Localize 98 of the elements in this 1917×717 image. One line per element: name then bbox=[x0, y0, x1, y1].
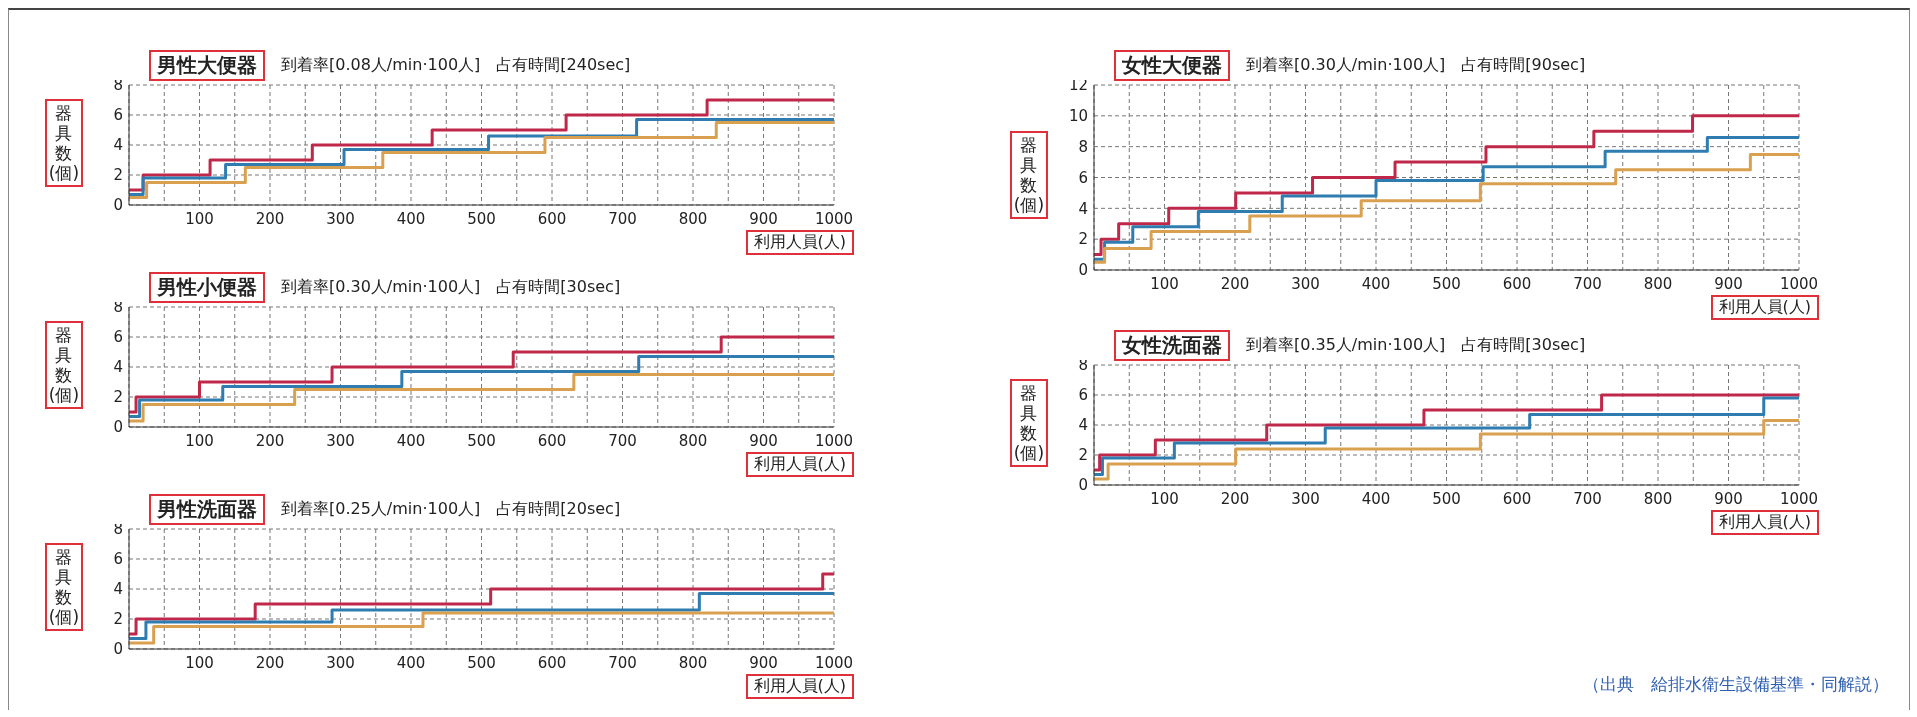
x-tick-label: 800 bbox=[678, 431, 708, 450]
chart-title: 女性洗面器 bbox=[1114, 329, 1230, 361]
x-tick-label: 600 bbox=[537, 653, 567, 672]
y-tick-label: 8 bbox=[113, 520, 123, 539]
y-axis-title: 器具数(個) bbox=[44, 542, 84, 631]
y-tick-label: 4 bbox=[113, 136, 123, 155]
chart-title: 女性大便器 bbox=[1114, 49, 1230, 81]
x-tick-label: 900 bbox=[749, 209, 778, 228]
text: （出典 給排水衛生設備基準・同解説） bbox=[1583, 673, 1889, 696]
x-tick-label: 200 bbox=[255, 431, 285, 450]
x-tick-label: 1000 bbox=[814, 653, 854, 672]
y-tick-label: 2 bbox=[113, 388, 123, 407]
chart-title: 男性洗面器 bbox=[149, 493, 265, 525]
x-tick-label: 800 bbox=[678, 653, 708, 672]
y-tick-label: 6 bbox=[1078, 168, 1088, 187]
x-tick-label: 900 bbox=[749, 431, 778, 450]
chart-subtitle: 到着率[0.35人/min·100人] 占有時間[30sec] bbox=[1246, 334, 1586, 356]
y-tick-label: 4 bbox=[1078, 199, 1088, 218]
x-tick-label: 700 bbox=[1573, 274, 1602, 293]
x-tick-label: 1000 bbox=[814, 431, 854, 450]
y-axis-title: 器具数(個) bbox=[44, 98, 84, 187]
y-tick-label: 6 bbox=[113, 328, 123, 347]
y-tick-label: 8 bbox=[1078, 356, 1088, 375]
y-tick-label: 8 bbox=[1078, 137, 1088, 156]
y-tick-label: 0 bbox=[113, 196, 123, 215]
x-tick-label: 500 bbox=[1432, 274, 1461, 293]
y-tick-label: 4 bbox=[1078, 416, 1088, 435]
y-axis-title: 器具数(個) bbox=[44, 320, 84, 409]
x-tick-label: 100 bbox=[185, 209, 214, 228]
x-tick-label: 700 bbox=[608, 209, 637, 228]
y-tick-label: 0 bbox=[113, 418, 123, 437]
x-tick-label: 300 bbox=[1291, 274, 1320, 293]
x-axis-title: 利用人員(人) bbox=[1710, 510, 1819, 535]
x-axis-title: 利用人員(人) bbox=[1710, 295, 1819, 320]
x-tick-label: 900 bbox=[1714, 274, 1743, 293]
x-tick-label: 200 bbox=[1220, 274, 1250, 293]
x-tick-label: 200 bbox=[255, 653, 285, 672]
x-tick-label: 600 bbox=[1502, 274, 1532, 293]
y-tick-label: 0 bbox=[113, 640, 123, 659]
y-tick-label: 6 bbox=[113, 106, 123, 125]
x-tick-label: 500 bbox=[467, 653, 496, 672]
x-tick-label: 800 bbox=[1643, 274, 1673, 293]
y-tick-label: 2 bbox=[1078, 446, 1088, 465]
x-tick-label: 700 bbox=[608, 653, 637, 672]
chart-title: 男性小便器 bbox=[149, 271, 265, 303]
y-tick-label: 2 bbox=[1078, 230, 1088, 249]
y-tick-label: 0 bbox=[1078, 476, 1088, 495]
x-tick-label: 200 bbox=[1220, 489, 1250, 508]
x-tick-label: 700 bbox=[1573, 489, 1602, 508]
y-axis-title: 器具数(個) bbox=[1009, 378, 1049, 467]
x-axis-title: 利用人員(人) bbox=[745, 452, 854, 477]
x-axis-title: 利用人員(人) bbox=[745, 230, 854, 255]
x-tick-label: 100 bbox=[185, 653, 214, 672]
y-tick-label: 10 bbox=[1068, 107, 1088, 126]
x-tick-label: 1000 bbox=[1779, 274, 1819, 293]
y-tick-label: 4 bbox=[113, 580, 123, 599]
x-tick-label: 400 bbox=[396, 431, 426, 450]
y-tick-label: 2 bbox=[113, 166, 123, 185]
x-tick-label: 400 bbox=[1361, 274, 1391, 293]
chart-subtitle: 到着率[0.08人/min·100人] 占有時間[240sec] bbox=[281, 54, 631, 76]
x-tick-label: 1000 bbox=[814, 209, 854, 228]
y-tick-label: 0 bbox=[1078, 261, 1088, 280]
x-tick-label: 400 bbox=[396, 209, 426, 228]
y-tick-label: 8 bbox=[113, 76, 123, 95]
x-tick-label: 600 bbox=[537, 431, 567, 450]
x-tick-label: 500 bbox=[1432, 489, 1461, 508]
x-tick-label: 900 bbox=[749, 653, 778, 672]
x-tick-label: 600 bbox=[1502, 489, 1532, 508]
x-tick-label: 100 bbox=[185, 431, 214, 450]
x-tick-label: 500 bbox=[467, 209, 496, 228]
x-tick-label: 100 bbox=[1150, 489, 1179, 508]
x-tick-label: 100 bbox=[1150, 274, 1179, 293]
y-tick-label: 4 bbox=[113, 358, 123, 377]
x-axis-title: 利用人員(人) bbox=[745, 674, 854, 699]
x-tick-label: 1000 bbox=[1779, 489, 1819, 508]
x-tick-label: 800 bbox=[678, 209, 708, 228]
x-tick-label: 300 bbox=[1291, 489, 1320, 508]
chart-subtitle: 到着率[0.25人/min·100人] 占有時間[20sec] bbox=[281, 498, 621, 520]
y-tick-label: 12 bbox=[1068, 76, 1088, 95]
x-tick-label: 300 bbox=[326, 209, 355, 228]
y-axis-title: 器具数(個) bbox=[1009, 131, 1049, 219]
x-tick-label: 600 bbox=[537, 209, 567, 228]
x-tick-label: 900 bbox=[1714, 489, 1743, 508]
x-tick-label: 300 bbox=[326, 653, 355, 672]
y-tick-label: 2 bbox=[113, 610, 123, 629]
x-tick-label: 800 bbox=[1643, 489, 1673, 508]
y-tick-label: 6 bbox=[1078, 386, 1088, 405]
chart-subtitle: 到着率[0.30人/min·100人] 占有時間[30sec] bbox=[281, 276, 621, 298]
x-tick-label: 300 bbox=[326, 431, 355, 450]
x-tick-label: 200 bbox=[255, 209, 285, 228]
x-tick-label: 500 bbox=[467, 431, 496, 450]
x-tick-label: 700 bbox=[608, 431, 637, 450]
x-tick-label: 400 bbox=[396, 653, 426, 672]
y-tick-label: 6 bbox=[113, 550, 123, 569]
chart-title: 男性大便器 bbox=[149, 49, 265, 81]
y-tick-label: 8 bbox=[113, 298, 123, 317]
chart-subtitle: 到着率[0.30人/min·100人] 占有時間[90sec] bbox=[1246, 54, 1586, 76]
x-tick-label: 400 bbox=[1361, 489, 1391, 508]
